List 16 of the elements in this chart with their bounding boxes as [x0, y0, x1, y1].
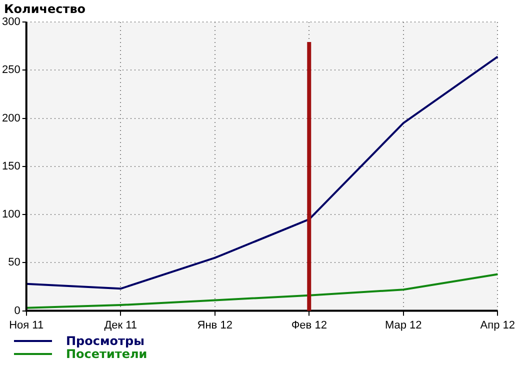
x-tick-label: Ноя 11 — [9, 319, 44, 332]
y-tick-label: 0 — [14, 304, 20, 317]
x-tick-label: Дек 11 — [104, 319, 138, 332]
y-tick-label: 200 — [2, 112, 20, 124]
y-tick-label: 250 — [2, 64, 20, 76]
x-tick-label: Янв 12 — [197, 319, 232, 332]
y-tick-label: 50 — [8, 256, 20, 269]
x-tick-label: Мар 12 — [384, 319, 422, 332]
legend-label: Посетители — [66, 346, 148, 360]
legend-label: Просмотры — [66, 334, 144, 348]
x-tick-label: Фев 12 — [291, 319, 327, 332]
y-tick-label: 100 — [2, 208, 20, 221]
x-tick-label: Апр 12 — [480, 319, 515, 332]
y-tick-label: 150 — [2, 160, 20, 172]
y-tick-label: 300 — [2, 16, 20, 28]
y-axis-title: Количество — [4, 2, 86, 16]
